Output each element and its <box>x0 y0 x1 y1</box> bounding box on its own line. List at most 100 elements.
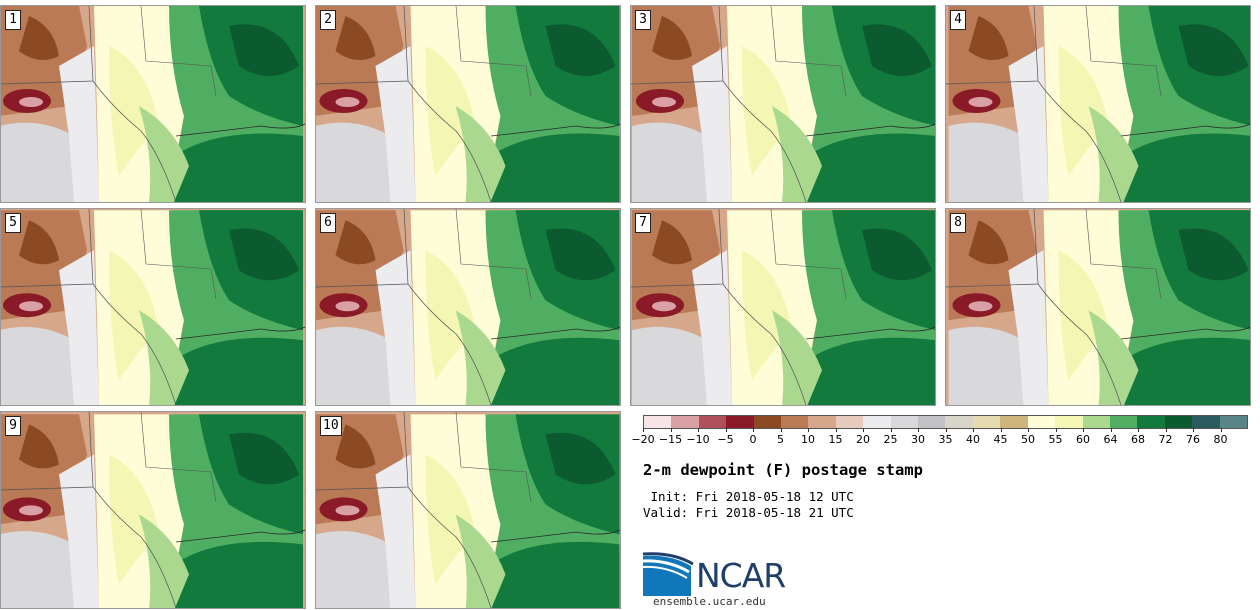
dewpoint-map <box>316 6 620 202</box>
member-panel-7: 7 <box>630 208 936 406</box>
member-panel-5: 5 <box>0 208 306 406</box>
colorbar-tick-label: 80 <box>1213 433 1228 446</box>
member-panel-3: 3 <box>630 5 936 203</box>
colorbar-tick-label: 40 <box>966 433 980 446</box>
dewpoint-map <box>946 209 1250 405</box>
colorbar-tickmark <box>725 428 727 432</box>
colorbar-swatch <box>1219 416 1247 428</box>
colorbar-tick-label: 68 <box>1131 433 1145 446</box>
plot-title: 2-m dewpoint (F) postage stamp <box>643 461 923 479</box>
colorbar-tick-label: 10 <box>801 433 815 446</box>
dewpoint-map <box>1 6 305 202</box>
colorbar-tickmark <box>808 428 809 432</box>
colorbar-swatch <box>863 416 891 428</box>
colorbar-swatch <box>1137 416 1165 428</box>
colorbar-swatch <box>1082 416 1110 428</box>
colorbar-tick-label: 55 <box>1048 433 1063 446</box>
colorbar-tickmark <box>945 428 947 432</box>
colorbar-tickmark <box>1000 428 1002 432</box>
colorbar-swatches <box>643 415 1248 429</box>
colorbar-tickmark <box>1220 428 1222 432</box>
colorbar-swatch <box>644 416 672 428</box>
dewpoint-map <box>316 209 620 405</box>
colorbar-tick-label: 45 <box>993 433 1008 446</box>
colorbar-tick-label: 64 <box>1103 433 1118 446</box>
colorbar-tickmark <box>670 428 672 432</box>
member-number: 2 <box>320 10 336 30</box>
colorbar-tick-label: −15 <box>658 433 683 446</box>
colorbar-tickmark <box>835 428 837 432</box>
dewpoint-colorbar: −20 −15 −10 −5 0 5 10 15 20 25 30 35 40 45 50 55 60 64 68 7… <box>631 415 1248 450</box>
colorbar-swatch <box>1192 416 1220 428</box>
colorbar-tick-label: 20 <box>856 433 870 446</box>
colorbar-tickmark <box>753 428 754 432</box>
colorbar-swatch <box>698 416 727 428</box>
colorbar-tick-label: 76 <box>1186 433 1200 446</box>
colorbar-swatch <box>671 416 699 428</box>
ncar-logo-text: NCAR <box>696 556 786 595</box>
colorbar-swatch <box>1055 416 1083 428</box>
colorbar-tick-label: 5 <box>777 433 784 446</box>
colorbar-tickmark <box>698 428 699 432</box>
site-url: ensemble.ucar.edu <box>653 595 766 608</box>
colorbar-swatch <box>1027 416 1056 428</box>
colorbar-tick-label: 0 <box>749 433 757 446</box>
colorbar-swatch <box>1000 416 1028 428</box>
colorbar-swatch <box>945 416 973 428</box>
colorbar-swatch <box>1164 416 1193 428</box>
member-panel-9: 9 <box>0 411 306 609</box>
member-panel-8: 8 <box>945 208 1251 406</box>
colorbar-tick-label: −5 <box>717 433 734 446</box>
member-panel-6: 6 <box>315 208 621 406</box>
colorbar-tickmark <box>863 428 864 432</box>
colorbar-tickmark <box>1138 428 1139 432</box>
member-number: 1 <box>5 10 21 30</box>
colorbar-tickmark <box>973 428 974 432</box>
colorbar-tickmark <box>1110 428 1112 432</box>
colorbar-tickmark <box>1028 428 1029 432</box>
colorbar-tickmark <box>1083 428 1084 432</box>
member-number: 3 <box>635 10 651 30</box>
member-number: 8 <box>950 213 966 233</box>
init-time: Init: Fri 2018-05-18 12 UTC <box>643 489 854 504</box>
colorbar-swatch <box>890 416 919 428</box>
valid-time: Valid: Fri 2018-05-18 21 UTC <box>643 505 854 520</box>
colorbar-swatch <box>808 416 836 428</box>
colorbar-swatch <box>972 416 1001 428</box>
member-number: 7 <box>635 213 651 233</box>
dewpoint-map <box>631 209 935 405</box>
colorbar-tickmark <box>918 428 919 432</box>
member-number: 9 <box>5 416 21 436</box>
colorbar-swatch <box>781 416 809 428</box>
colorbar-tickmark <box>1193 428 1194 432</box>
colorbar-swatch <box>1109 416 1138 428</box>
dewpoint-map <box>631 6 935 202</box>
colorbar-tick-label: −20 <box>631 433 655 446</box>
colorbar-swatch <box>726 416 754 428</box>
colorbar-tickmark <box>1055 428 1057 432</box>
colorbar-tickmark <box>643 428 644 432</box>
colorbar-tick-label: −10 <box>686 433 710 446</box>
dewpoint-map <box>1 412 305 608</box>
member-panel-4: 4 <box>945 5 1251 203</box>
colorbar-tick-label: 35 <box>938 433 953 446</box>
colorbar-tick-label: 72 <box>1158 433 1173 446</box>
member-panel-1: 1 <box>0 5 306 203</box>
member-number: 6 <box>320 213 336 233</box>
member-panel-2: 2 <box>315 5 621 203</box>
colorbar-swatch <box>918 416 946 428</box>
colorbar-tick-label: 30 <box>911 433 925 446</box>
dewpoint-map <box>946 6 1250 202</box>
colorbar-tick-label: 60 <box>1076 433 1090 446</box>
dewpoint-map <box>1 209 305 405</box>
colorbar-swatch <box>753 416 782 428</box>
dewpoint-map <box>316 412 620 608</box>
member-number: 4 <box>950 10 966 30</box>
colorbar-tickmark <box>780 428 782 432</box>
colorbar-tickmark <box>890 428 892 432</box>
colorbar-tick-label: 15 <box>828 433 843 446</box>
ncar-logo-icon <box>643 552 694 596</box>
colorbar-tickmark <box>1165 428 1167 432</box>
member-number: 5 <box>5 213 21 233</box>
member-number: 10 <box>320 416 342 436</box>
